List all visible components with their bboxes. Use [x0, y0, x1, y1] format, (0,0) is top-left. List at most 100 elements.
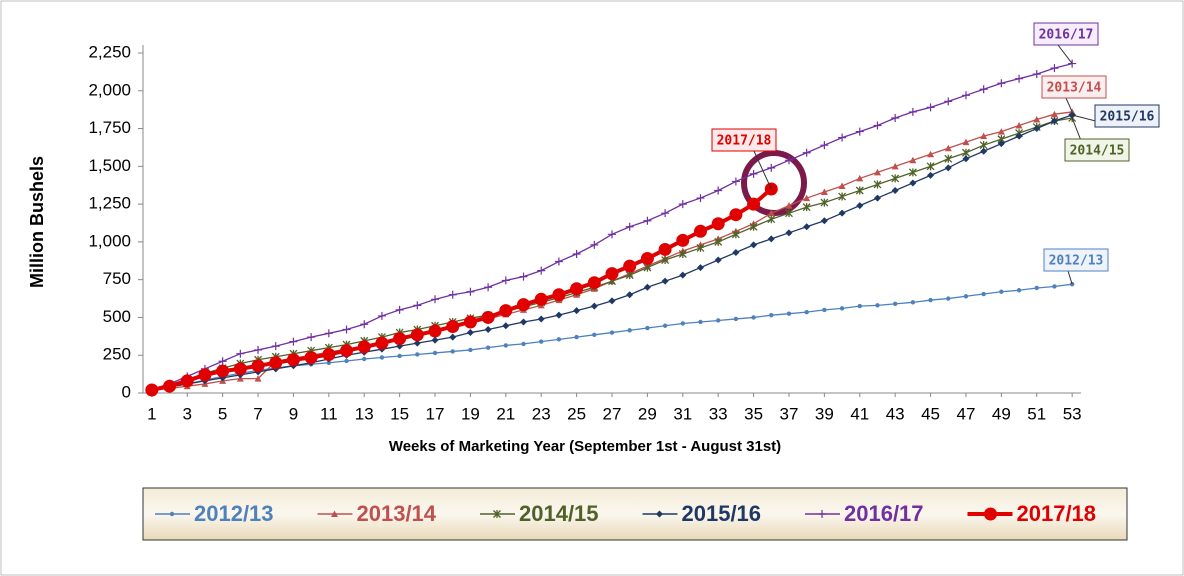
annotation-box: [1041, 75, 1107, 99]
marker: [640, 252, 654, 266]
annotation-box: [1064, 138, 1130, 162]
marker: [786, 311, 792, 316]
marker: [926, 103, 935, 112]
marker: [484, 283, 493, 292]
marker: [891, 187, 899, 195]
marker: [785, 229, 793, 237]
marker: [537, 266, 546, 275]
annotation: 2013/14: [1047, 81, 1102, 96]
marker: [926, 162, 935, 171]
marker: [838, 192, 847, 201]
marker: [679, 271, 687, 279]
x-tick-label: 23: [532, 404, 551, 423]
x-tick-label: 49: [992, 404, 1011, 423]
marker: [1052, 284, 1057, 289]
marker: [749, 169, 758, 178]
marker: [803, 223, 811, 231]
marker: [254, 345, 263, 354]
marker: [432, 350, 438, 356]
marker: [643, 283, 651, 291]
marker: [980, 132, 988, 140]
y-tick-label: 1,500: [88, 156, 131, 175]
marker: [1050, 117, 1058, 125]
marker: [503, 343, 509, 348]
x-tick-label: 11: [320, 404, 338, 423]
marker: [891, 174, 900, 183]
marker: [944, 154, 953, 163]
marker: [415, 352, 420, 357]
annotation: 2015/16: [1100, 110, 1155, 125]
legend-label: 2014/15: [519, 501, 599, 526]
marker: [856, 202, 864, 210]
x-tick-label: 5: [218, 404, 227, 423]
marker: [360, 320, 369, 329]
marker: [962, 155, 970, 163]
marker: [324, 329, 333, 338]
marker: [927, 171, 935, 179]
marker: [961, 91, 970, 100]
series: [145, 182, 778, 397]
marker: [784, 156, 793, 165]
marker: [873, 121, 882, 130]
legend-label: 2015/16: [682, 501, 762, 526]
marker: [413, 301, 422, 310]
marker: [377, 311, 386, 320]
marker: [910, 300, 916, 305]
marker: [357, 340, 371, 354]
marker: [537, 315, 545, 323]
legend-marker: [656, 510, 663, 518]
marker: [997, 128, 1005, 135]
annotation-box: [1043, 248, 1109, 272]
x-tick-label: 39: [815, 404, 834, 423]
marker: [342, 325, 351, 334]
marker: [322, 347, 336, 361]
marker: [574, 334, 579, 340]
marker: [715, 318, 721, 323]
marker: [696, 243, 705, 252]
marker: [944, 164, 952, 172]
legend-marker: [984, 507, 997, 521]
x-tick-label: 13: [355, 404, 374, 423]
x-tick-label: 53: [1063, 404, 1082, 423]
marker: [891, 162, 899, 170]
marker: [875, 303, 880, 308]
marker: [609, 330, 615, 335]
marker: [592, 332, 597, 338]
marker: [802, 148, 811, 157]
x-tick-label: 19: [461, 404, 480, 423]
marker: [980, 147, 988, 155]
legend-marker: [818, 510, 826, 518]
marker: [804, 309, 809, 315]
marker: [839, 306, 845, 311]
marker: [218, 357, 227, 366]
marker: [838, 209, 846, 217]
marker: [626, 291, 634, 299]
x-tick-label: 47: [957, 404, 976, 423]
marker: [820, 188, 828, 196]
marker: [803, 194, 811, 202]
marker: [711, 217, 725, 231]
marker: [216, 364, 230, 378]
marker: [963, 294, 969, 299]
marker: [714, 186, 723, 195]
marker: [397, 353, 402, 359]
marker: [198, 368, 212, 382]
marker: [767, 215, 776, 224]
x-tick-label: 45: [921, 404, 940, 423]
marker: [820, 217, 828, 225]
marker: [431, 295, 440, 304]
marker: [446, 320, 460, 334]
marker: [928, 297, 933, 303]
marker: [590, 240, 599, 249]
legend-marker: [169, 511, 175, 517]
x-tick-label: 33: [709, 404, 728, 423]
marker: [466, 287, 475, 296]
y-tick-label: 250: [103, 345, 131, 364]
marker: [468, 347, 473, 353]
marker: [891, 113, 900, 122]
marker: [662, 323, 668, 328]
annotation-box: [1094, 104, 1160, 128]
annotation: 2014/15: [1070, 144, 1125, 159]
marker: [751, 315, 756, 320]
marker: [698, 319, 703, 325]
